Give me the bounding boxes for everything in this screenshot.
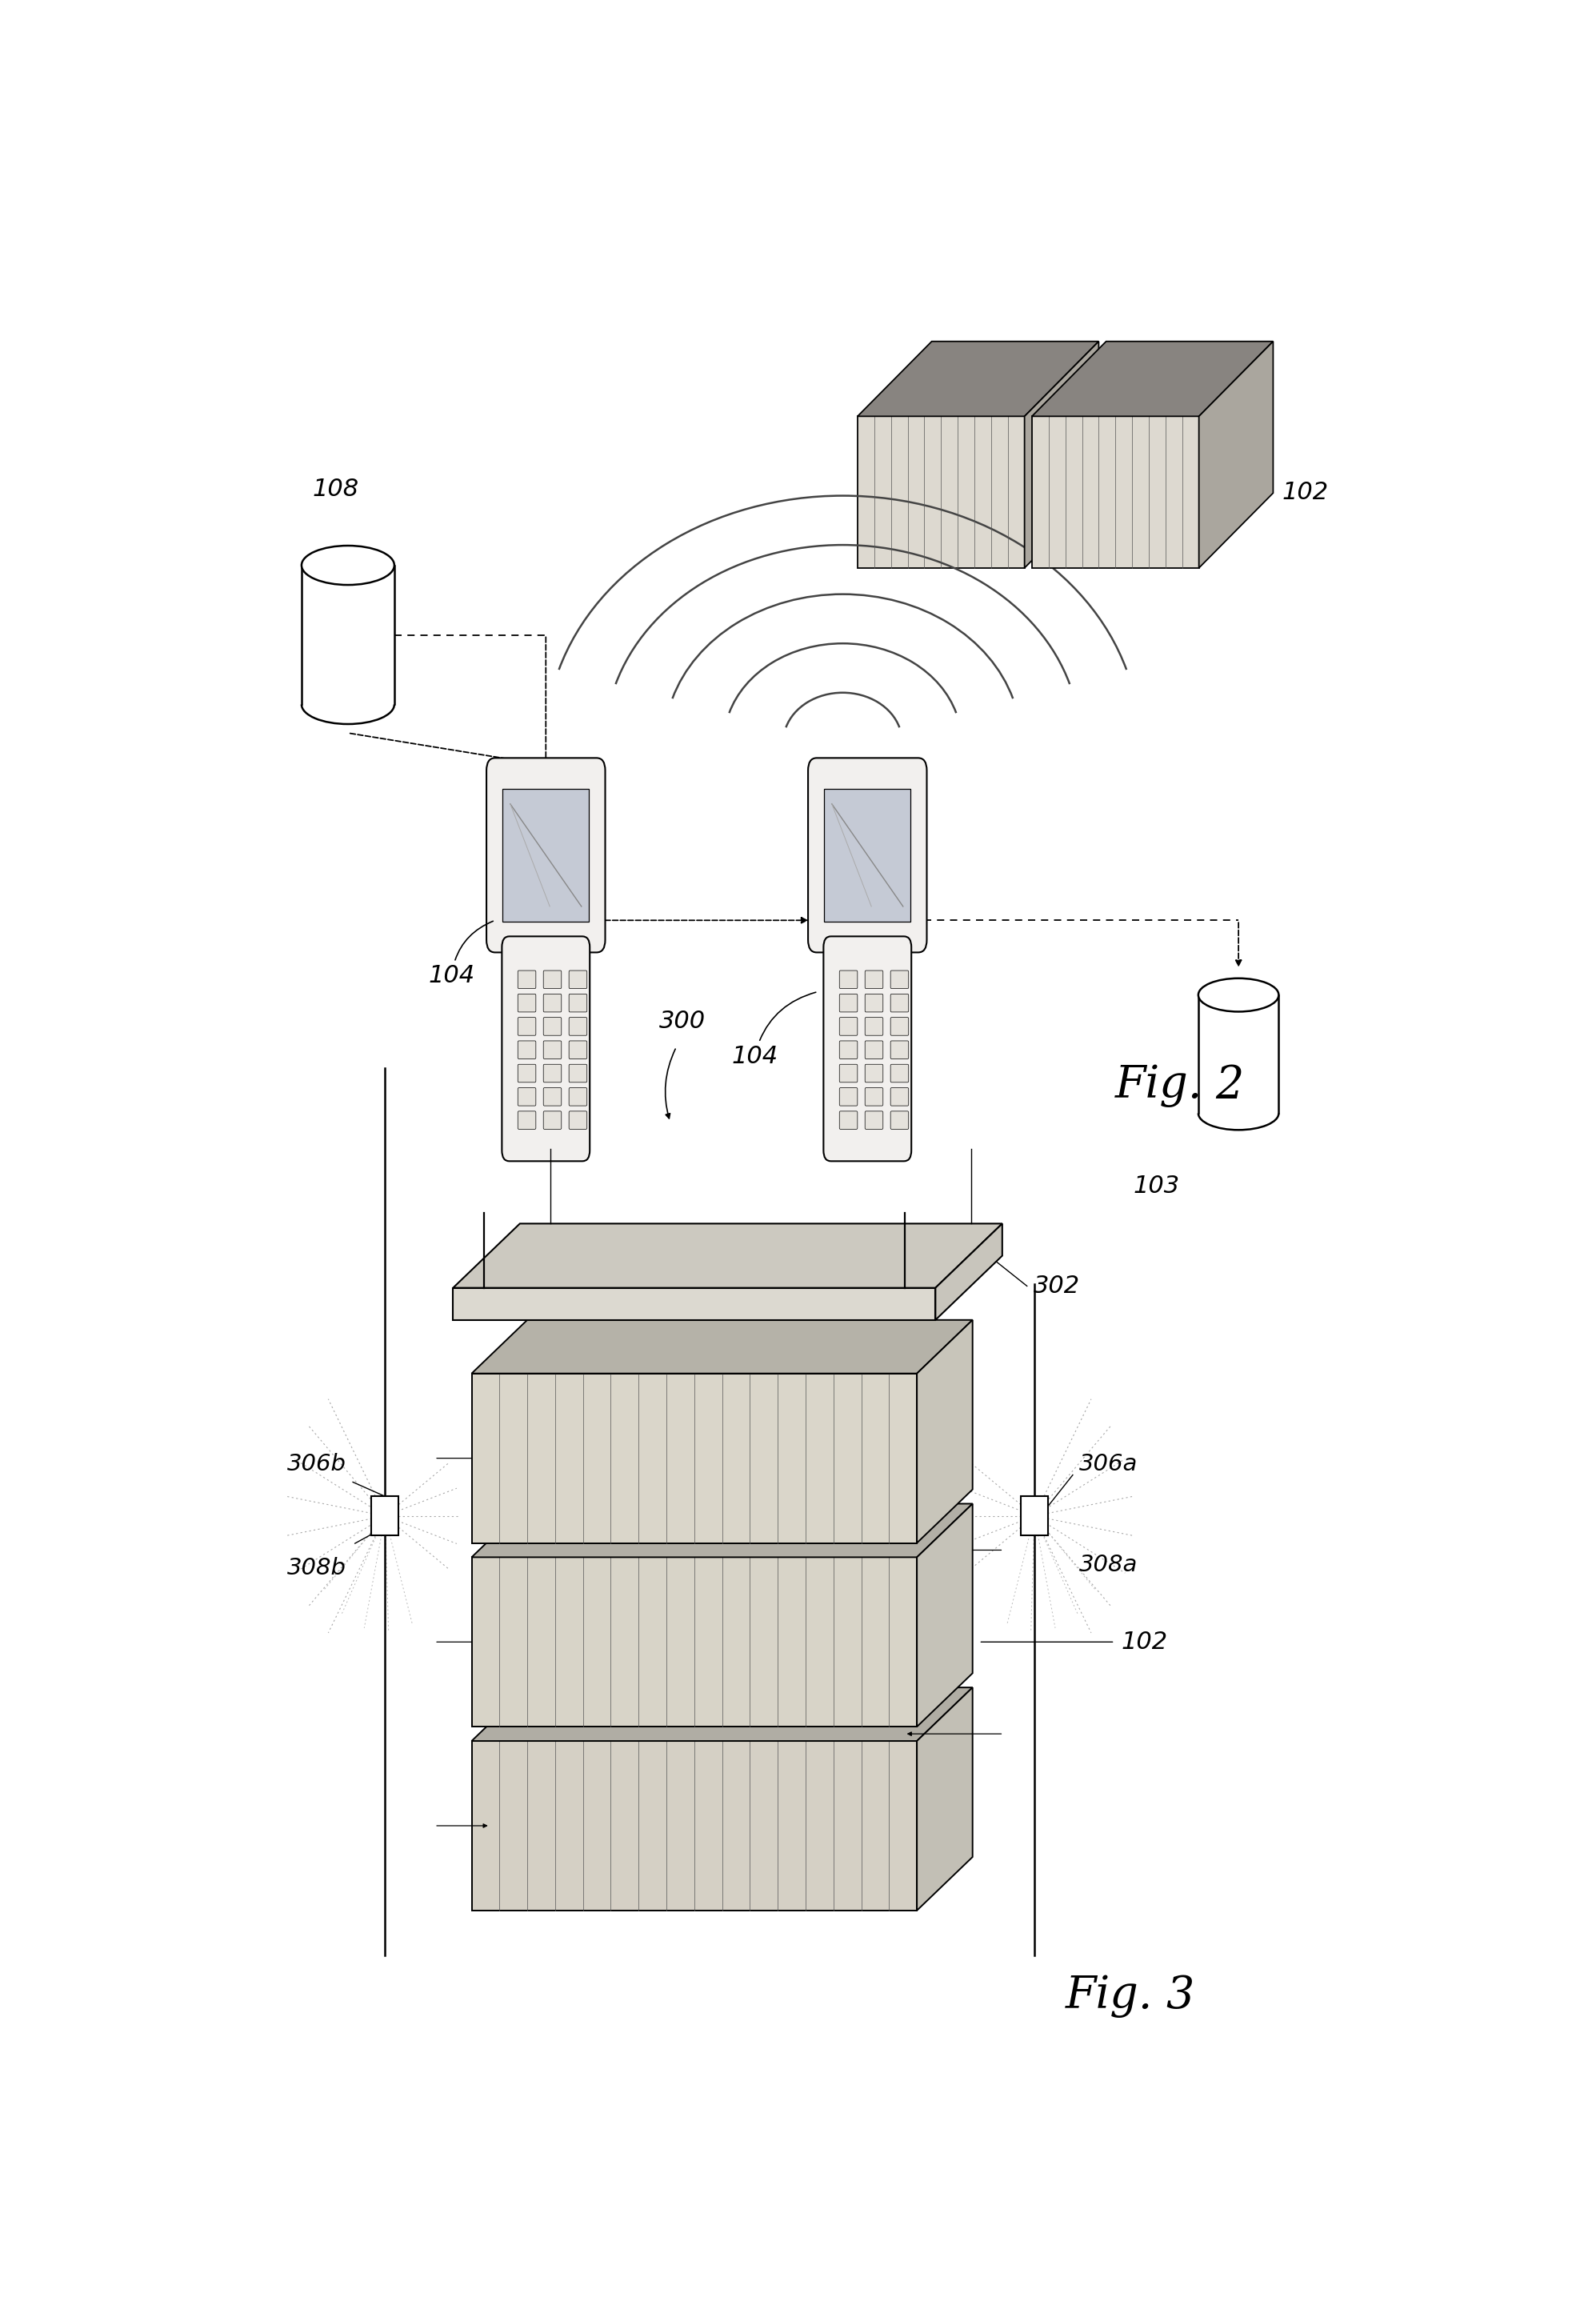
FancyBboxPatch shape <box>543 1087 562 1105</box>
Polygon shape <box>857 341 1098 417</box>
Text: 102: 102 <box>1120 1631 1168 1654</box>
Text: 306a: 306a <box>1079 1453 1138 1476</box>
FancyBboxPatch shape <box>839 1040 857 1059</box>
Ellipse shape <box>302 686 394 723</box>
FancyBboxPatch shape <box>568 1040 587 1059</box>
Polygon shape <box>916 1504 972 1726</box>
Text: 104: 104 <box>428 922 493 987</box>
FancyBboxPatch shape <box>824 788 911 922</box>
FancyBboxPatch shape <box>891 1112 908 1128</box>
FancyBboxPatch shape <box>865 994 883 1013</box>
FancyBboxPatch shape <box>517 1017 536 1036</box>
FancyBboxPatch shape <box>517 1040 536 1059</box>
FancyBboxPatch shape <box>543 994 562 1013</box>
Polygon shape <box>916 1321 972 1543</box>
FancyBboxPatch shape <box>839 994 857 1013</box>
Ellipse shape <box>1199 1096 1278 1131</box>
Polygon shape <box>472 1687 972 1740</box>
Bar <box>372 1497 399 1536</box>
FancyBboxPatch shape <box>568 971 587 989</box>
FancyBboxPatch shape <box>487 758 605 952</box>
Polygon shape <box>935 1223 1002 1321</box>
FancyBboxPatch shape <box>891 1017 908 1036</box>
FancyBboxPatch shape <box>865 1112 883 1128</box>
Text: 300: 300 <box>659 1010 705 1033</box>
FancyBboxPatch shape <box>891 1040 908 1059</box>
FancyBboxPatch shape <box>839 1017 857 1036</box>
FancyBboxPatch shape <box>543 1112 562 1128</box>
FancyBboxPatch shape <box>517 994 536 1013</box>
FancyBboxPatch shape <box>839 1087 857 1105</box>
FancyBboxPatch shape <box>517 1112 536 1128</box>
FancyBboxPatch shape <box>568 1017 587 1036</box>
FancyBboxPatch shape <box>891 994 908 1013</box>
FancyBboxPatch shape <box>517 1087 536 1105</box>
Text: 308a: 308a <box>1079 1552 1138 1576</box>
FancyBboxPatch shape <box>865 1087 883 1105</box>
FancyBboxPatch shape <box>839 1112 857 1128</box>
Polygon shape <box>453 1288 935 1321</box>
FancyBboxPatch shape <box>808 758 927 952</box>
Polygon shape <box>1199 341 1274 568</box>
FancyBboxPatch shape <box>543 1064 562 1082</box>
FancyBboxPatch shape <box>517 1064 536 1082</box>
Polygon shape <box>453 1223 1002 1288</box>
FancyBboxPatch shape <box>839 971 857 989</box>
FancyBboxPatch shape <box>891 1064 908 1082</box>
Polygon shape <box>472 1740 916 1912</box>
Polygon shape <box>1033 341 1274 417</box>
FancyBboxPatch shape <box>568 1064 587 1082</box>
Polygon shape <box>1025 341 1098 568</box>
Polygon shape <box>472 1557 916 1726</box>
FancyBboxPatch shape <box>865 1017 883 1036</box>
Text: 108: 108 <box>313 477 359 500</box>
FancyBboxPatch shape <box>568 1112 587 1128</box>
FancyBboxPatch shape <box>501 936 591 1161</box>
Text: 306b: 306b <box>287 1453 346 1476</box>
Text: Fig. 3: Fig. 3 <box>1066 1974 1195 2018</box>
Text: 302: 302 <box>1033 1274 1079 1298</box>
Polygon shape <box>472 1321 972 1374</box>
FancyBboxPatch shape <box>865 1064 883 1082</box>
FancyBboxPatch shape <box>824 936 911 1161</box>
FancyBboxPatch shape <box>543 1017 562 1036</box>
Text: 104: 104 <box>731 992 816 1068</box>
Polygon shape <box>472 1504 972 1557</box>
Polygon shape <box>916 1687 972 1912</box>
Polygon shape <box>1033 417 1199 568</box>
FancyBboxPatch shape <box>891 1087 908 1105</box>
Bar <box>1021 1497 1049 1536</box>
Polygon shape <box>1199 994 1278 1112</box>
Polygon shape <box>857 417 1025 568</box>
FancyBboxPatch shape <box>568 994 587 1013</box>
FancyBboxPatch shape <box>543 1040 562 1059</box>
FancyBboxPatch shape <box>543 971 562 989</box>
FancyBboxPatch shape <box>891 971 908 989</box>
FancyBboxPatch shape <box>865 971 883 989</box>
FancyBboxPatch shape <box>568 1087 587 1105</box>
FancyBboxPatch shape <box>839 1064 857 1082</box>
Polygon shape <box>302 565 394 704</box>
FancyBboxPatch shape <box>503 788 589 922</box>
Text: 308b: 308b <box>287 1557 346 1580</box>
Ellipse shape <box>302 544 394 584</box>
Polygon shape <box>472 1374 916 1543</box>
Text: 103: 103 <box>1133 1175 1179 1198</box>
Text: 102: 102 <box>1282 480 1328 503</box>
FancyBboxPatch shape <box>517 971 536 989</box>
Ellipse shape <box>1199 978 1278 1013</box>
Text: Fig. 2: Fig. 2 <box>1114 1064 1245 1108</box>
FancyBboxPatch shape <box>865 1040 883 1059</box>
